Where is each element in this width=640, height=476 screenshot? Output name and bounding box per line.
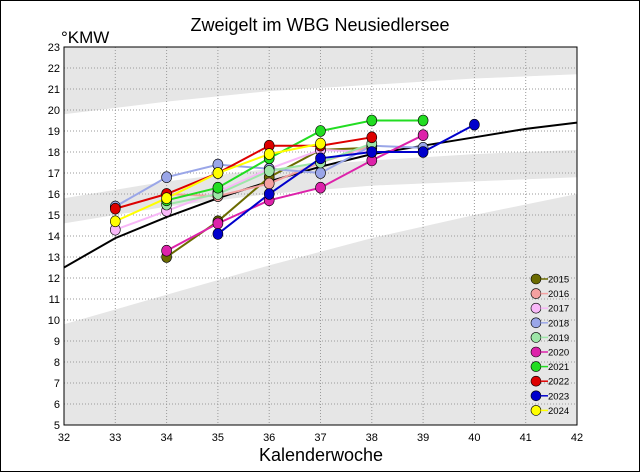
data-point-2021 [315, 125, 326, 137]
y-tick-label: 8 [54, 357, 60, 369]
series-markers [110, 114, 480, 263]
y-axis-label: °KMW [61, 28, 109, 47]
legend-label-2024: 2024 [548, 406, 569, 417]
data-point-2024 [315, 137, 326, 150]
legend: 2015 2016 2017 2018 2019 2020 2021 2022 2023 2024 [530, 273, 569, 417]
legend-marker-2021 [530, 361, 542, 372]
data-point-2021 [366, 114, 378, 127]
data-point-2023 [417, 146, 429, 158]
x-axis-label: Kalenderwoche [259, 445, 383, 465]
y-tick-label: 18 [48, 147, 60, 159]
series-line-2017 [114, 148, 372, 231]
legend-label-2018: 2018 [548, 318, 569, 329]
y-tick-label: 5 [54, 420, 60, 432]
data-point-2023 [263, 188, 275, 200]
data-point-2021 [212, 181, 224, 194]
y-tick-label: 11 [49, 294, 60, 306]
legend-label-2021: 2021 [548, 362, 569, 373]
series-line-2021 [166, 119, 424, 202]
data-point-2016 [263, 177, 275, 190]
legend-label-2020: 2020 [548, 348, 569, 359]
x-tick-label: 40 [468, 432, 480, 444]
y-tick-label: 12 [48, 273, 60, 285]
legend-marker-2023 [530, 390, 542, 402]
y-tick-label: 20 [48, 105, 60, 117]
legend-marker-2019 [530, 332, 542, 343]
y-tick-label: 13 [48, 252, 60, 264]
y-tick-label: 22 [48, 63, 60, 75]
series-line-2022 [115, 136, 372, 210]
series-line-2020 [166, 134, 424, 252]
data-point-2019 [263, 165, 275, 177]
y-tick-label: 10 [48, 315, 60, 327]
data-point-2022 [366, 131, 378, 144]
plot-area: 32 33 34 35 36 37 38 39 40 41 42 5 6 7 8 9 10 11 12 13 14 15 1… [48, 42, 583, 444]
y-tick-label: 7 [54, 378, 60, 390]
data-point-2023 [315, 152, 326, 165]
background-band-3 [64, 194, 577, 425]
x-tick-label: 33 [109, 432, 121, 444]
x-tick-label: 32 [58, 432, 70, 444]
y-tick-label: 23 [48, 42, 60, 54]
data-point-2022 [110, 202, 121, 215]
data-point-2024 [161, 192, 172, 204]
legend-label-2017: 2017 [548, 304, 569, 315]
data-point-2024 [212, 167, 224, 179]
x-tick-label: 39 [417, 432, 429, 444]
y-tick-label: 9 [54, 336, 60, 348]
y-tick-label: 15 [48, 210, 60, 222]
legend-label-2023: 2023 [548, 391, 569, 402]
x-tick-label: 34 [160, 432, 172, 444]
x-tick-label: 41 [520, 432, 532, 444]
legend-label-2016: 2016 [548, 289, 569, 300]
x-tick-label: 35 [212, 432, 224, 444]
data-point-2024 [263, 148, 275, 160]
y-tick-label: 19 [48, 126, 60, 138]
data-point-2024 [110, 215, 121, 228]
legend-marker-2018 [530, 317, 542, 329]
legend-label-2019: 2019 [548, 333, 569, 344]
data-point-2021 [417, 114, 429, 127]
data-point-2023 [212, 228, 224, 240]
chart-title: Zweigelt im WBG Neusiedlersee [190, 15, 449, 35]
series-line-2023 [217, 123, 475, 235]
x-tick-label: 42 [571, 432, 583, 444]
legend-marker-2015 [530, 273, 542, 285]
data-point-2020 [161, 244, 172, 257]
y-tick-label: 6 [54, 399, 60, 411]
x-tick-label: 37 [314, 432, 326, 444]
legend-label-2015: 2015 [548, 275, 569, 286]
legend-marker-2016 [530, 288, 542, 299]
y-tick-label: 17 [48, 168, 60, 180]
legend-marker-2017 [530, 302, 542, 314]
x-tick-label: 38 [366, 432, 378, 444]
legend-marker-2024 [530, 405, 542, 416]
legend-label-2022: 2022 [548, 377, 569, 388]
x-tick-label: 36 [263, 432, 275, 444]
data-point-2023 [469, 118, 480, 131]
plot-border [63, 46, 578, 426]
data-point-2020 [212, 217, 224, 230]
y-tick-label: 16 [48, 189, 60, 201]
tick-labels: 32 33 34 35 36 37 38 39 40 41 42 5 6 7 8 9 10 11 12 13 14 15 1… [48, 42, 583, 444]
data-point-2020 [417, 129, 429, 141]
data-point-2023 [366, 146, 378, 158]
legend-marker-2020 [530, 346, 542, 358]
legend-marker-2022 [530, 375, 542, 387]
data-point-2018 [315, 167, 326, 179]
y-tick-label: 14 [48, 231, 60, 243]
data-point-2020 [315, 181, 326, 194]
data-point-2018 [161, 171, 172, 183]
y-tick-label: 21 [48, 84, 60, 96]
